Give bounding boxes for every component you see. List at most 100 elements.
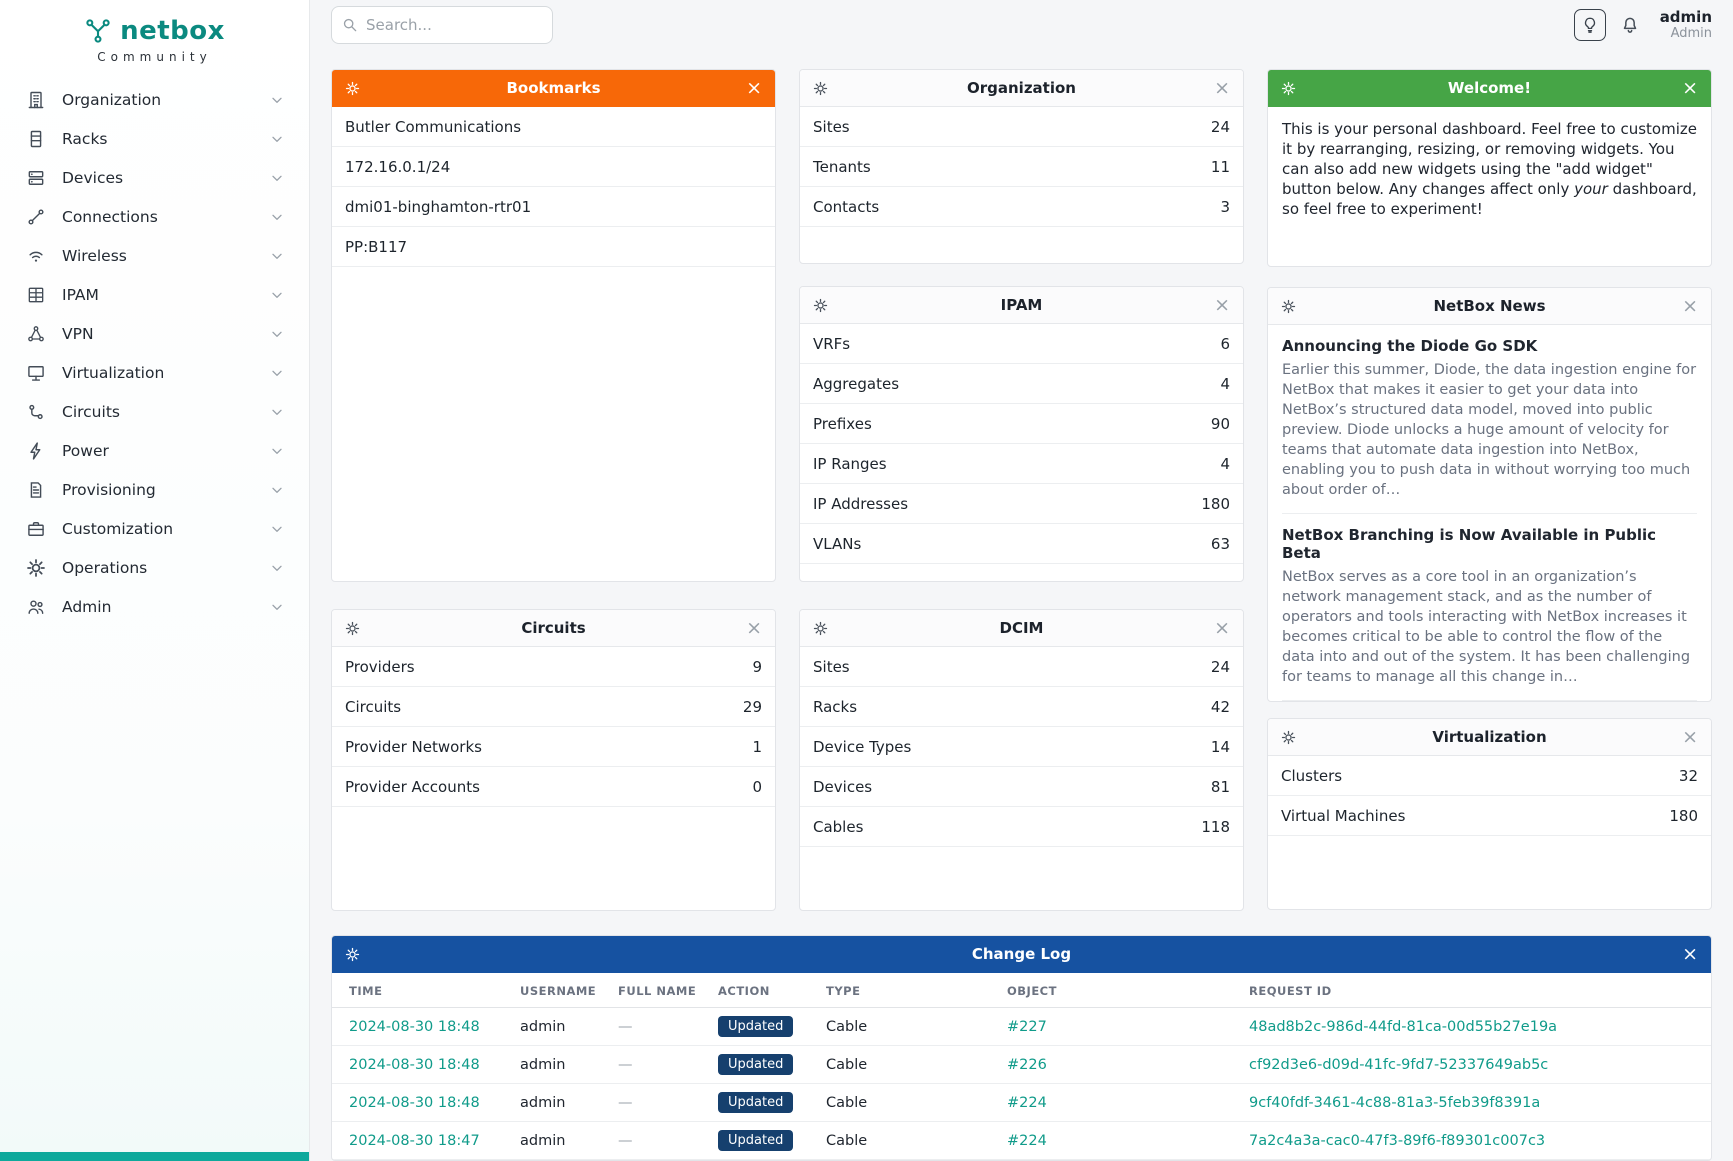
changelog-username: admin <box>520 1094 566 1111</box>
stat-label: Providers <box>345 657 415 676</box>
changelog-username: admin <box>520 1018 566 1035</box>
widget-config-gear-icon[interactable] <box>343 945 362 964</box>
sidebar-item-racks[interactable]: Racks <box>0 119 309 158</box>
widget-virtualization: Virtualization × Clusters 32 Virtual Mach… <box>1267 718 1712 910</box>
stat-label: VRFs <box>813 334 851 353</box>
theme-toggle-button[interactable] <box>1573 8 1606 41</box>
stat-value: 1 <box>752 737 762 756</box>
changelog-row: 2024-08-30 18:48 admin — Updated Cable #… <box>332 1007 1711 1046</box>
widget-bookmarks-header: Bookmarks × <box>332 70 775 107</box>
bookmark-link[interactable]: PP:B117 <box>345 237 408 256</box>
widget-change-log: Change Log × TIME USERNAME <box>331 935 1712 1161</box>
widget-close-icon[interactable]: × <box>746 76 762 99</box>
action-badge: Updated <box>718 1130 794 1151</box>
widget-close-icon[interactable]: × <box>1682 76 1698 99</box>
widget-close-icon[interactable]: × <box>1682 942 1698 965</box>
stat-label: Virtual Machines <box>1281 806 1406 825</box>
widget-close-icon[interactable]: × <box>1682 294 1698 317</box>
bookmark-item: Butler Communications <box>332 107 775 147</box>
widget-welcome-header: Welcome! × <box>1268 70 1711 107</box>
changelog-object-link[interactable]: #224 <box>1007 1094 1047 1111</box>
stat-value: 24 <box>1210 117 1230 136</box>
sidebar-item-wireless[interactable]: Wireless <box>0 236 309 275</box>
widget-close-icon[interactable]: × <box>1214 616 1230 639</box>
stat-value: 4 <box>1220 454 1230 473</box>
search-input[interactable] <box>366 15 560 34</box>
sidebar-item-admin[interactable]: Admin <box>0 587 309 626</box>
stat-label: Clusters <box>1281 766 1343 785</box>
changelog-object-link[interactable]: #224 <box>1007 1132 1047 1149</box>
widget-organization: Organization × Sites 24 Tenants 11 Contact… <box>799 69 1244 264</box>
changelog-time-link[interactable]: 2024-08-30 18:48 <box>349 1094 480 1111</box>
bookmark-link[interactable]: dmi01-binghamton-rtr01 <box>345 197 532 216</box>
sidebar-item-customization[interactable]: Customization <box>0 509 309 548</box>
sidebar-item-label: Organization <box>62 90 162 109</box>
stat-row: Devices 81 <box>800 767 1243 807</box>
stat-value: 180 <box>1201 494 1230 513</box>
widget-config-gear-icon[interactable] <box>811 619 830 638</box>
widget-close-icon[interactable]: × <box>1214 293 1230 316</box>
changelog-request-id-link[interactable]: cf92d3e6-d09d-41fc-9fd7-52337649ab5c <box>1249 1056 1549 1073</box>
changelog-request-id-link[interactable]: 7a2c4a3a-cac0-47f3-89f6-f89301c007c3 <box>1249 1132 1546 1149</box>
widget-close-icon[interactable]: × <box>746 616 762 639</box>
widget-close-icon[interactable]: × <box>1214 76 1230 99</box>
sidebar-item-organization[interactable]: Organization <box>0 80 309 119</box>
sidebar-item-ipam[interactable]: IPAM <box>0 275 309 314</box>
network-nodes-icon <box>26 324 46 344</box>
widget-config-gear-icon[interactable] <box>343 79 362 98</box>
grid-table-icon <box>26 285 46 305</box>
sidebar-item-vpn[interactable]: VPN <box>0 314 309 353</box>
widget-config-gear-icon[interactable] <box>811 296 830 315</box>
widget-config-gear-icon[interactable] <box>1279 297 1298 316</box>
widget-close-icon[interactable]: × <box>1682 725 1698 748</box>
user-name: admin <box>1659 7 1712 26</box>
sidebar: netbox Community Organization Racks Devi… <box>0 0 310 1161</box>
news-article-title[interactable]: Announcing the Diode Go SDK <box>1282 337 1538 355</box>
stat-row: Racks 42 <box>800 687 1243 727</box>
changelog-time-link[interactable]: 2024-08-30 18:47 <box>349 1132 480 1149</box>
changelog-request-id-link[interactable]: 48ad8b2c-986d-44fd-81ca-00d55b27e19a <box>1249 1018 1558 1035</box>
bookmark-link[interactable]: Butler Communications <box>345 117 522 136</box>
dashboard: Bookmarks × Butler Communications 172.16… <box>310 49 1733 1161</box>
changelog-header-row: TIME USERNAME FULL NAME ACTION TYPE OBJE… <box>332 973 1711 1008</box>
widget-config-gear-icon[interactable] <box>1279 79 1298 98</box>
column-header-time: TIME <box>332 973 520 1008</box>
monitor-icon <box>26 363 46 383</box>
changelog-type: Cable <box>826 1018 868 1035</box>
changelog-time-link[interactable]: 2024-08-30 18:48 <box>349 1056 480 1073</box>
changelog-request-id-link[interactable]: 9cf40fdf-3461-4c88-81a3-5feb39f8391a <box>1249 1094 1541 1111</box>
stat-row: Providers 9 <box>332 647 775 687</box>
widget-config-gear-icon[interactable] <box>343 619 362 638</box>
stat-row: Circuits 29 <box>332 687 775 727</box>
sidebar-item-devices[interactable]: Devices <box>0 158 309 197</box>
widget-config-gear-icon[interactable] <box>811 79 830 98</box>
sidebar-item-circuits[interactable]: Circuits <box>0 392 309 431</box>
user-menu[interactable]: admin Admin <box>1659 7 1712 41</box>
changelog-row: 2024-08-30 18:48 admin — Updated Cable #… <box>332 1083 1711 1122</box>
notifications-button[interactable] <box>1620 15 1640 35</box>
sidebar-item-power[interactable]: Power <box>0 431 309 470</box>
search-box[interactable] <box>331 5 560 44</box>
brand[interactable]: netbox Community <box>0 0 309 64</box>
stat-value: 63 <box>1210 534 1230 553</box>
column-header-username: USERNAME <box>520 973 618 1008</box>
sidebar-item-virtualization[interactable]: Virtualization <box>0 353 309 392</box>
dashboard-column-2: Organization × Sites 24 Tenants 11 Contact… <box>799 69 1244 911</box>
sidebar-item-connections[interactable]: Connections <box>0 197 309 236</box>
widget-title: Organization <box>967 79 1076 97</box>
news-article-title[interactable]: NetBox Branching is Now Available in Pub… <box>1282 526 1657 562</box>
changelog-object-link[interactable]: #227 <box>1007 1018 1047 1035</box>
stat-value: 3 <box>1220 197 1230 216</box>
sidebar-item-operations[interactable]: Operations <box>0 548 309 587</box>
stat-value: 118 <box>1201 817 1230 836</box>
bookmark-link[interactable]: 172.16.0.1/24 <box>345 157 451 176</box>
widget-changelog-header: Change Log × <box>332 936 1711 973</box>
changelog-time-link[interactable]: 2024-08-30 18:48 <box>349 1018 480 1035</box>
widget-config-gear-icon[interactable] <box>1279 728 1298 747</box>
changelog-row: 2024-08-30 18:48 admin — Updated Cable #… <box>332 1045 1711 1084</box>
sidebar-item-provisioning[interactable]: Provisioning <box>0 470 309 509</box>
widget-title: IPAM <box>1000 296 1043 314</box>
changelog-object-link[interactable]: #226 <box>1007 1056 1047 1073</box>
stat-label: IP Addresses <box>813 494 909 513</box>
stat-value: 29 <box>742 697 762 716</box>
